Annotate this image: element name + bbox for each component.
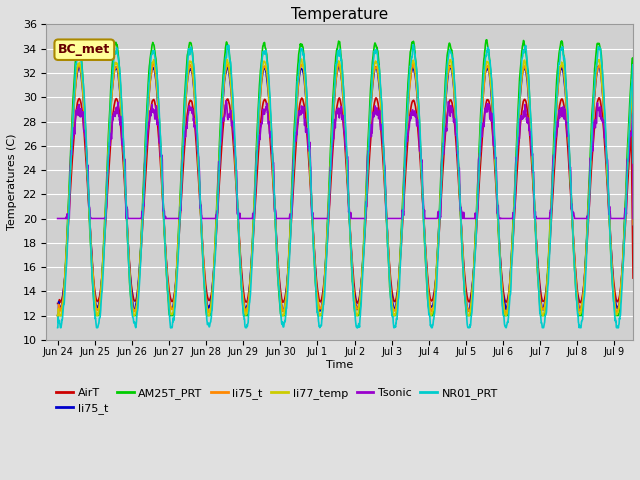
Tsonic: [156, 132, 163, 138]
Tsonic: [537, 216, 545, 221]
li75_t: [629, 222, 637, 228]
li77_temp: [143, 133, 150, 139]
AM25T_PRT: [537, 312, 545, 318]
AM25T_PRT: [629, 213, 637, 219]
li75_t: [629, 222, 637, 228]
li77_temp: [156, 123, 163, 129]
li75_t: [156, 124, 163, 130]
Tsonic: [222, 98, 230, 104]
li75_t: [289, 178, 296, 184]
AirT: [289, 199, 296, 205]
li75_t: [143, 140, 150, 146]
li75_t: [54, 312, 61, 318]
li77_temp: [629, 202, 637, 207]
Tsonic: [584, 210, 592, 216]
NR01_PRT: [143, 128, 150, 134]
Tsonic: [289, 176, 296, 182]
Y-axis label: Temperatures (C): Temperatures (C): [7, 134, 17, 230]
AirT: [629, 275, 637, 281]
li75_t: [537, 297, 545, 302]
li77_temp: [273, 258, 281, 264]
Line: AM25T_PRT: AM25T_PRT: [58, 40, 633, 315]
li75_t: [584, 207, 592, 213]
li75_t: [289, 184, 296, 190]
AirT: [273, 249, 281, 255]
Line: AirT: AirT: [58, 98, 633, 303]
AM25T_PRT: [143, 116, 150, 122]
Legend: AirT, li75_t, AM25T_PRT, li75_t, li77_temp, Tsonic, NR01_PRT: AirT, li75_t, AM25T_PRT, li75_t, li77_te…: [52, 383, 502, 419]
li75_t: [150, 59, 157, 65]
AM25T_PRT: [289, 167, 296, 173]
AirT: [595, 95, 603, 101]
li77_temp: [54, 312, 61, 318]
NR01_PRT: [273, 258, 281, 264]
NR01_PRT: [289, 181, 296, 187]
li75_t: [273, 251, 281, 256]
NR01_PRT: [410, 42, 417, 48]
AirT: [156, 141, 163, 146]
NR01_PRT: [537, 314, 545, 320]
AM25T_PRT: [584, 193, 592, 199]
AirT: [54, 300, 61, 306]
Tsonic: [54, 216, 61, 221]
Line: li75_t: li75_t: [58, 66, 633, 315]
AM25T_PRT: [273, 266, 281, 272]
AirT: [537, 288, 545, 293]
AirT: [143, 160, 150, 166]
Line: Tsonic: Tsonic: [58, 101, 633, 218]
li75_t: [54, 312, 61, 318]
li77_temp: [298, 56, 305, 62]
NR01_PRT: [584, 210, 592, 216]
Tsonic: [629, 216, 637, 221]
AM25T_PRT: [483, 37, 490, 43]
li75_t: [274, 255, 282, 261]
li77_temp: [289, 182, 296, 188]
NR01_PRT: [156, 109, 163, 115]
NR01_PRT: [54, 325, 61, 331]
li75_t: [584, 202, 592, 208]
Text: BC_met: BC_met: [58, 43, 111, 56]
Title: Temperature: Temperature: [291, 7, 388, 22]
li75_t: [156, 123, 163, 129]
li77_temp: [584, 203, 592, 209]
Tsonic: [143, 145, 150, 151]
NR01_PRT: [629, 160, 637, 166]
Line: li77_temp: li77_temp: [58, 59, 633, 315]
Tsonic: [274, 216, 282, 221]
Line: li75_t: li75_t: [58, 62, 633, 315]
AirT: [584, 222, 592, 228]
AM25T_PRT: [54, 312, 61, 318]
li75_t: [537, 300, 545, 305]
li75_t: [143, 136, 150, 142]
X-axis label: Time: Time: [326, 360, 353, 370]
li77_temp: [537, 302, 545, 308]
li75_t: [446, 63, 454, 69]
Line: NR01_PRT: NR01_PRT: [58, 45, 633, 328]
AM25T_PRT: [156, 114, 163, 120]
